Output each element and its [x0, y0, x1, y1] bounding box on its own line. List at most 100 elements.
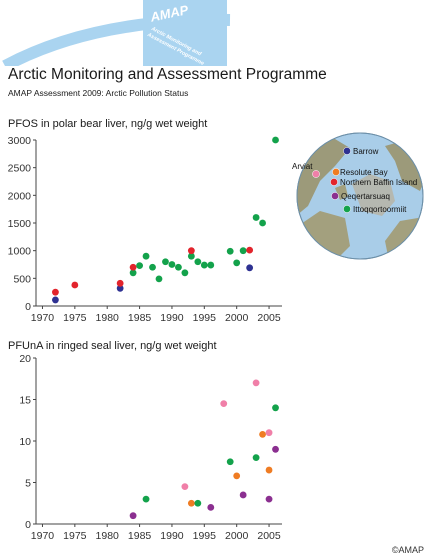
- pfuna-y-tick-label: 10: [19, 436, 31, 448]
- map-location-label: Northern Baffin Island: [340, 178, 417, 187]
- logo-acronym: AMAP: [149, 2, 190, 25]
- pfos-data-point: [129, 263, 137, 271]
- pfos-y-tick-label: 1000: [8, 246, 32, 258]
- pfos-x-tick-label: 2005: [257, 312, 281, 324]
- pfos-data-point: [187, 252, 195, 260]
- land-greenland: [352, 174, 395, 216]
- chart1-title: PFOS in polar bear liver, ng/g wet weigh…: [8, 118, 208, 130]
- pfuna-data-point: [187, 499, 195, 507]
- pfos-data-point: [233, 259, 241, 267]
- pfuna-data-point: [207, 504, 215, 511]
- pfos-x-tick-label: 1970: [31, 312, 55, 324]
- pfos-data-point: [71, 281, 79, 289]
- pfos-data-point: [207, 261, 215, 269]
- pfuna-y-tick-label: 15: [19, 395, 31, 407]
- pfos-data-point: [226, 247, 234, 255]
- pfuna-x-tick-label: 1985: [128, 530, 152, 542]
- pfos-data-point: [252, 214, 260, 221]
- pfos-x-tick-label: 1990: [160, 312, 184, 324]
- pfuna-data-point: [272, 445, 279, 453]
- pfuna-y-tick-label: 5: [25, 478, 31, 490]
- pfuna-data-point: [233, 472, 241, 480]
- pfuna-data-point: [129, 512, 137, 520]
- pfos-data-point: [52, 296, 59, 304]
- pfuna-data-point: [265, 495, 273, 503]
- pfos-data-point: [200, 261, 208, 269]
- pfos-x-tick-label: 1980: [96, 312, 120, 324]
- pfuna-data-point: [265, 429, 273, 437]
- land-islands: [335, 184, 348, 200]
- amap-logo-background: [143, 0, 227, 66]
- pfuna-data-point: [142, 495, 150, 503]
- pfos-polar-bear-chart: 0 500 1000 1500 2000 2500 3000 1970 1975 1980 1985…: [8, 135, 282, 324]
- pfos-data-point: [272, 136, 279, 144]
- pfuna-y-tick-label: 20: [19, 353, 31, 365]
- map-location-label: Resolute Bay: [340, 168, 388, 177]
- map-location-label: Arviat: [292, 162, 313, 171]
- page-title: Arctic Monitoring and Assessment Program…: [8, 66, 327, 83]
- pfos-x-tick-label: 1975: [63, 312, 87, 324]
- pfuna-data-point: [220, 400, 228, 408]
- pfuna-data-point: [272, 404, 279, 412]
- pfos-data-point: [181, 269, 189, 277]
- pfuna-x-tick-label: 1970: [31, 530, 55, 542]
- map-location-label: Qeqertarsuaq: [341, 192, 390, 201]
- map-border: [296, 132, 424, 260]
- page-subtitle: AMAP Assessment 2009: Arctic Pollution S…: [8, 88, 189, 98]
- pfos-data-point: [116, 279, 124, 287]
- pfuna-x-tick-label: 1995: [193, 530, 217, 542]
- pfos-y-tick-label: 2000: [8, 190, 32, 202]
- land-southwest: [297, 211, 350, 259]
- pfos-data-point: [194, 258, 202, 266]
- pfos-data-point: [175, 263, 182, 271]
- pfuna-data-point: [194, 499, 202, 507]
- pfos-data-point: [259, 219, 266, 227]
- pfos-data-point: [239, 247, 247, 255]
- pfuna-ringed-seal-chart: 0 5 10 15 20 1970 1975 1980 1985 1990 1995 2000 2005: [19, 353, 282, 542]
- pfos-data-point: [116, 284, 124, 292]
- pfos-data-point: [246, 264, 254, 272]
- pfuna-data-point: [252, 379, 260, 387]
- pfos-y-tick-label: 500: [13, 273, 31, 285]
- map-location-dot: [343, 205, 351, 213]
- pfos-y-tick-label: 0: [25, 301, 31, 313]
- pfuna-x-tick-label: 1980: [96, 530, 120, 542]
- pfos-data-point: [129, 269, 137, 277]
- pfos-data-point: [246, 246, 254, 254]
- map-location-dot: [312, 170, 320, 178]
- amap-logo: AMAP Arctic Monitoring and Assessment Pr…: [146, 2, 227, 67]
- pfuna-data-point: [265, 466, 273, 474]
- pfos-data-point: [155, 275, 163, 283]
- pfos-data-point: [136, 262, 143, 270]
- pfuna-y-tick-label: 0: [25, 519, 31, 531]
- pfos-data-point: [168, 261, 176, 268]
- pfuna-x-tick-label: 2000: [225, 530, 249, 542]
- map-location-dot: [330, 178, 338, 186]
- pfos-x-tick-label: 1995: [193, 312, 217, 324]
- pfos-y-tick-label: 2500: [8, 163, 32, 175]
- pfos-x-tick-label: 2000: [225, 312, 249, 324]
- copyright-notice: ©AMAP: [391, 545, 424, 555]
- pfuna-x-tick-label: 2005: [257, 530, 281, 542]
- pfos-data-point: [149, 263, 156, 271]
- pfuna-x-tick-label: 1990: [160, 530, 184, 542]
- map-location-dot: [343, 147, 351, 155]
- chart2-title: PFUnA in ringed seal liver, ng/g wet wei…: [8, 340, 217, 352]
- map-location-dot: [332, 168, 340, 176]
- pfuna-data-point: [181, 483, 189, 491]
- pfuna-data-point: [226, 458, 234, 466]
- pfos-data-point: [162, 258, 169, 266]
- map-location-dot: [331, 192, 339, 200]
- pfos-x-tick-label: 1985: [128, 312, 152, 324]
- pfuna-data-point: [239, 491, 247, 499]
- pfos-data-point: [52, 288, 59, 296]
- map-location-label: Ittoqqortoormiit: [353, 205, 407, 214]
- pfuna-data-point: [252, 454, 260, 461]
- map-location-label: Barrow: [353, 147, 379, 156]
- header-graphic: [2, 0, 231, 66]
- pfos-y-tick-label: 1500: [8, 218, 32, 230]
- pfos-y-tick-label: 3000: [8, 135, 32, 147]
- pfos-data-point: [142, 252, 150, 260]
- pfuna-data-point: [259, 430, 266, 438]
